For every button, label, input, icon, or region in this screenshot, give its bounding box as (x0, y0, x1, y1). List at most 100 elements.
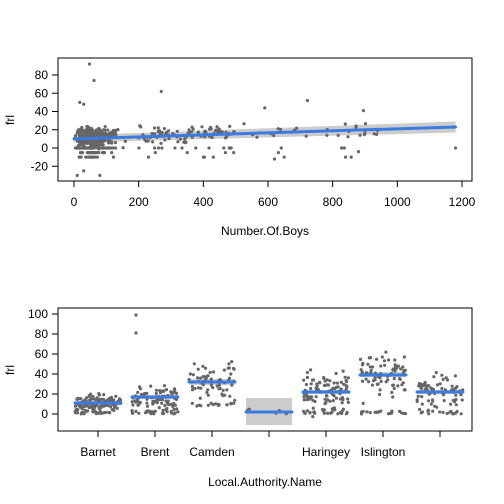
data-point (207, 146, 210, 149)
data-point (316, 384, 319, 387)
data-point (335, 372, 338, 375)
x-axis-label: Local.Authority.Name (208, 475, 322, 489)
data-point (346, 135, 349, 138)
data-point (116, 407, 119, 410)
data-point (88, 146, 91, 149)
data-point (305, 135, 308, 138)
data-point (378, 393, 381, 396)
data-point (95, 145, 98, 148)
data-point (112, 409, 115, 412)
y-tick-label: 100 (28, 307, 48, 321)
data-point (454, 394, 457, 397)
data-point (442, 411, 445, 414)
data-point (146, 410, 149, 413)
data-point (163, 127, 166, 130)
data-point (315, 395, 318, 398)
data-point (342, 370, 345, 373)
data-point (89, 398, 92, 401)
data-point (305, 398, 308, 401)
data-point (427, 409, 430, 412)
data-point (200, 125, 203, 128)
data-point (86, 151, 89, 154)
data-point (402, 381, 405, 384)
data-points (73, 62, 457, 177)
data-point (97, 392, 100, 395)
data-point (339, 397, 342, 400)
data-point (344, 156, 347, 159)
data-point (221, 394, 224, 397)
data-point (309, 368, 312, 371)
data-point (420, 395, 423, 398)
data-point (134, 410, 137, 413)
y-tick-label: -20 (31, 159, 49, 173)
data-point (87, 140, 90, 143)
x-tick-label: 200 (129, 195, 149, 209)
data-point (170, 410, 173, 413)
data-point (80, 156, 83, 159)
data-point (336, 382, 339, 385)
data-point (167, 403, 170, 406)
data-point (228, 395, 231, 398)
data-point (431, 410, 434, 413)
data-point (272, 134, 275, 137)
data-point (380, 380, 383, 383)
data-point (101, 151, 104, 154)
data-point (176, 410, 179, 413)
data-point (165, 131, 168, 134)
data-point (169, 390, 172, 393)
data-point (173, 412, 176, 415)
data-point (83, 405, 86, 408)
data-point (360, 412, 363, 415)
data-point (374, 411, 377, 414)
data-point (153, 400, 156, 403)
data-point (78, 101, 81, 104)
data-point (431, 398, 434, 401)
x-tick-label: Barnet (80, 445, 116, 459)
data-point (346, 397, 349, 400)
data-point (425, 384, 428, 387)
x-axis-ticks: 0 200 400 600 800 1000 1200 (71, 181, 476, 209)
data-point (312, 378, 315, 381)
data-point (341, 401, 344, 404)
data-point (145, 402, 148, 405)
data-point (84, 156, 87, 159)
data-point (435, 371, 438, 374)
data-point (337, 134, 340, 137)
data-point (420, 383, 423, 386)
data-point (440, 387, 443, 390)
data-point (149, 385, 152, 388)
data-point (430, 403, 433, 406)
data-point (454, 412, 457, 415)
data-point (448, 411, 451, 414)
data-point (324, 398, 327, 401)
y-axis-label: frl (3, 115, 17, 125)
data-point (184, 141, 187, 144)
data-point (207, 404, 210, 407)
y-axis-label: frl (3, 365, 17, 375)
data-point (345, 386, 348, 389)
data-point (318, 381, 321, 384)
data-point (222, 389, 225, 392)
data-point (273, 157, 276, 160)
data-point (328, 379, 331, 382)
data-point (107, 398, 110, 401)
data-point (277, 151, 280, 154)
data-point (302, 379, 305, 382)
data-point (375, 358, 378, 361)
data-point (305, 383, 308, 386)
data-point (110, 151, 113, 154)
data-point (369, 356, 372, 359)
data-point (383, 359, 386, 362)
data-point (391, 395, 394, 398)
data-point (205, 391, 208, 394)
data-point (165, 407, 168, 410)
x-tick-label: Camden (189, 445, 234, 459)
data-point (432, 375, 435, 378)
data-point (418, 408, 421, 411)
data-point (218, 403, 221, 406)
data-point (445, 376, 448, 379)
data-point (323, 402, 326, 405)
data-point (102, 398, 105, 401)
data-point (306, 99, 309, 102)
data-point (362, 109, 365, 112)
